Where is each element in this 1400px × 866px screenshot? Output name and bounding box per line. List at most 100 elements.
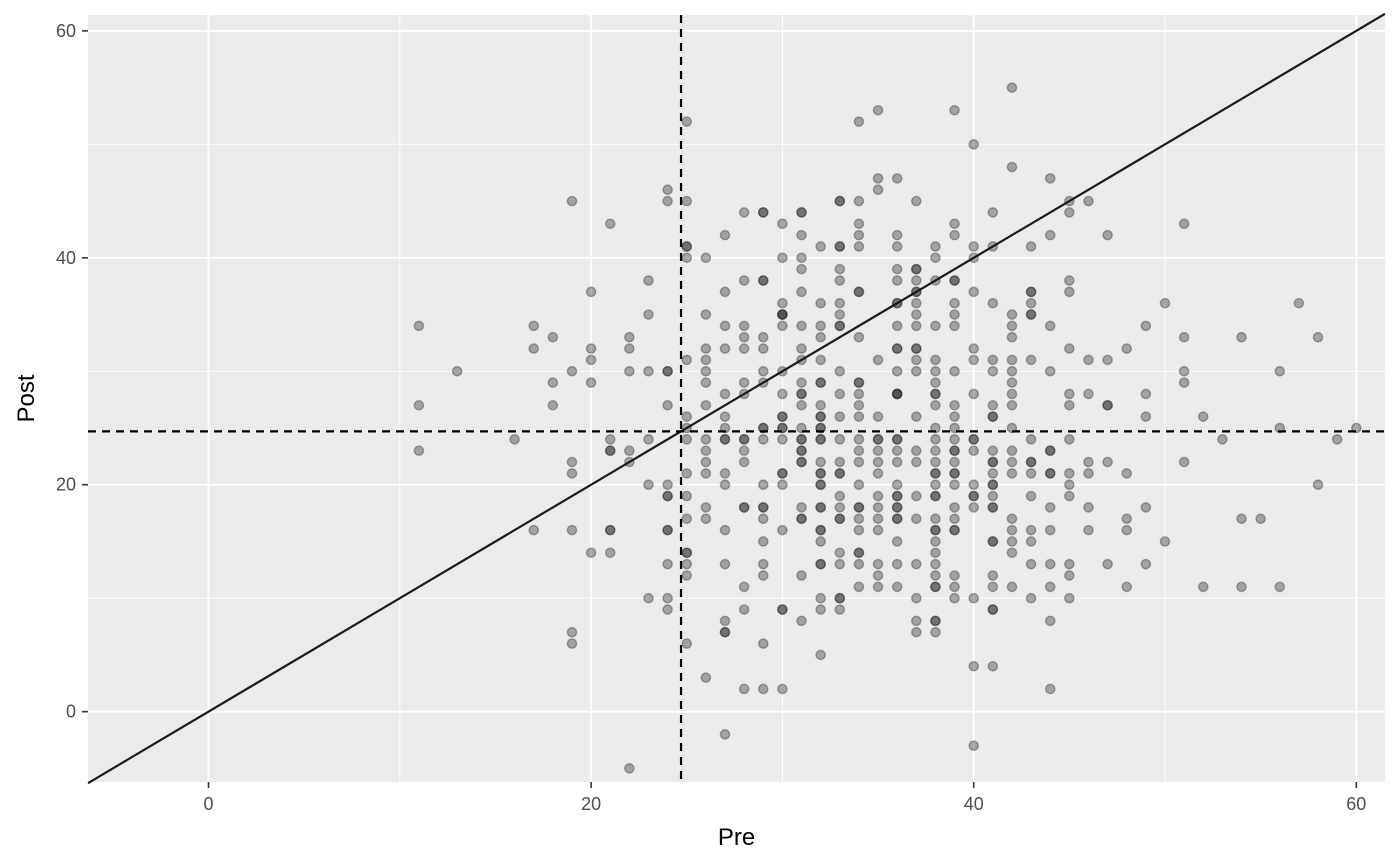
y-tick-label: 40 xyxy=(56,248,76,268)
data-point xyxy=(566,468,578,479)
data-point xyxy=(662,365,673,377)
data-point xyxy=(719,729,731,740)
data-point xyxy=(1044,581,1056,593)
data-point xyxy=(815,649,826,661)
data-point xyxy=(700,445,712,456)
data-point xyxy=(681,570,693,581)
data-point xyxy=(1025,309,1037,320)
data-point xyxy=(719,479,731,491)
data-point xyxy=(681,547,693,559)
data-point xyxy=(834,263,846,275)
data-point xyxy=(949,297,960,309)
data-point xyxy=(662,365,673,377)
data-point xyxy=(968,139,980,150)
data-point xyxy=(700,672,712,683)
data-point xyxy=(987,502,999,513)
data-point xyxy=(566,456,578,468)
data-point xyxy=(834,604,846,615)
data-point xyxy=(949,411,960,422)
data-point xyxy=(1083,388,1094,400)
data-point xyxy=(738,207,750,218)
data-point xyxy=(1102,400,1113,411)
data-point xyxy=(1064,468,1075,479)
data-point xyxy=(930,445,941,456)
data-point xyxy=(757,207,769,218)
data-point xyxy=(891,388,903,400)
data-point xyxy=(1006,388,1018,400)
data-point xyxy=(643,434,654,445)
data-point xyxy=(643,479,654,491)
data-point xyxy=(1083,502,1094,513)
data-point xyxy=(738,445,750,456)
data-point xyxy=(777,468,788,479)
data-point xyxy=(891,388,903,400)
data-point xyxy=(662,195,673,207)
data-point xyxy=(1006,513,1018,525)
data-point xyxy=(872,468,884,479)
data-point xyxy=(604,445,616,456)
data-point xyxy=(872,184,884,196)
data-point xyxy=(911,558,922,570)
data-point xyxy=(1121,513,1133,525)
data-point xyxy=(930,615,941,627)
data-point xyxy=(413,400,425,411)
data-point xyxy=(1064,207,1075,218)
data-point xyxy=(949,105,960,116)
data-point xyxy=(853,581,865,593)
data-point xyxy=(681,354,693,366)
data-point xyxy=(777,524,788,536)
data-point xyxy=(834,456,846,468)
data-point xyxy=(1044,558,1056,570)
data-point xyxy=(1083,468,1094,479)
data-point xyxy=(796,207,807,218)
data-point xyxy=(1025,468,1037,479)
data-point xyxy=(1083,524,1094,536)
data-point xyxy=(1006,365,1018,377)
data-point xyxy=(1006,354,1018,366)
data-point xyxy=(968,592,980,604)
data-point xyxy=(853,388,865,400)
data-point xyxy=(757,536,769,547)
data-point xyxy=(738,604,750,615)
data-point xyxy=(757,422,769,434)
data-point xyxy=(585,354,597,366)
data-point xyxy=(566,365,578,377)
data-point xyxy=(911,343,922,354)
x-axis-title: Pre xyxy=(718,824,755,851)
data-point xyxy=(911,626,922,638)
data-point xyxy=(853,241,865,252)
data-point xyxy=(1312,479,1324,491)
data-point xyxy=(853,558,865,570)
data-point xyxy=(891,343,903,354)
data-point xyxy=(719,434,731,445)
data-point xyxy=(547,331,559,343)
y-tick-labels: 0 20 40 60 xyxy=(56,21,76,722)
data-point xyxy=(815,604,826,615)
data-point xyxy=(681,434,693,445)
x-tick-label: 40 xyxy=(964,794,984,814)
data-point xyxy=(1064,434,1075,445)
data-point xyxy=(1025,286,1037,298)
data-point xyxy=(949,592,960,604)
data-point xyxy=(853,229,865,241)
data-point xyxy=(853,400,865,411)
data-point xyxy=(949,275,960,286)
data-point xyxy=(796,456,807,468)
data-point xyxy=(719,615,731,627)
data-point xyxy=(930,252,941,264)
data-point xyxy=(815,411,826,422)
x-tick-label: 60 xyxy=(1346,794,1366,814)
data-point xyxy=(1121,524,1133,536)
data-point xyxy=(700,513,712,525)
data-point xyxy=(1025,297,1037,309)
data-point xyxy=(1178,377,1190,388)
data-points xyxy=(413,82,1362,774)
data-point xyxy=(1064,592,1075,604)
data-point xyxy=(643,275,654,286)
data-point xyxy=(681,252,693,264)
data-point xyxy=(1140,502,1152,513)
data-point xyxy=(911,354,922,366)
data-point xyxy=(930,241,941,252)
data-point xyxy=(815,377,826,388)
data-point xyxy=(1025,354,1037,366)
